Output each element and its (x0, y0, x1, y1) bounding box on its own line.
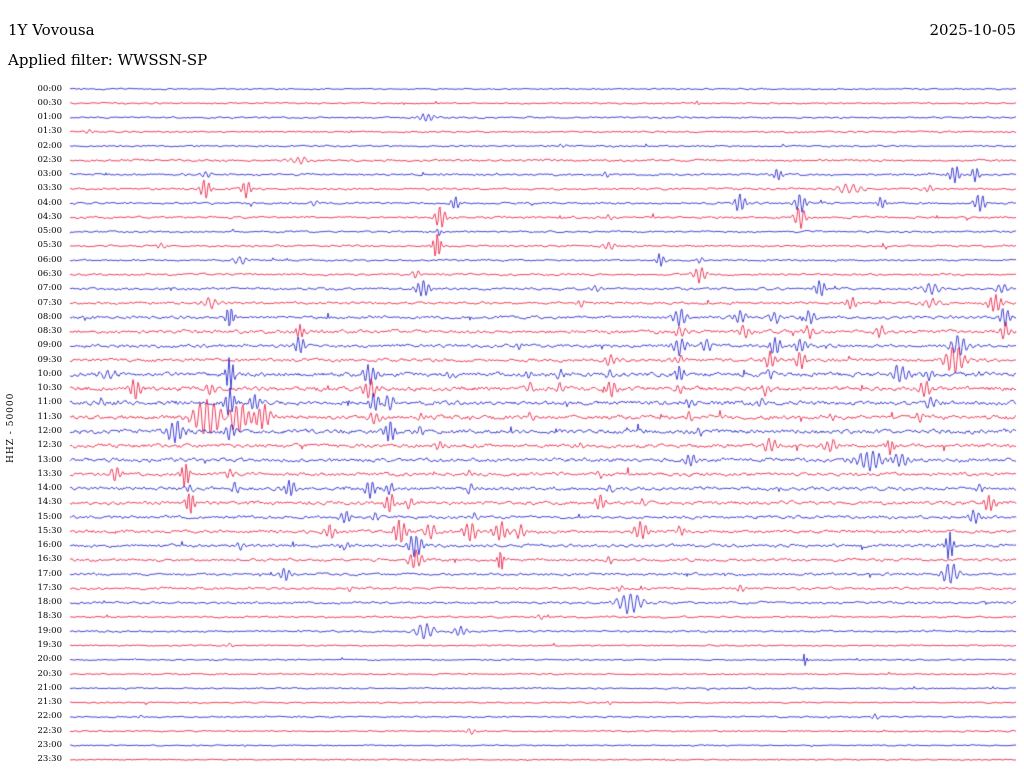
helicorder-canvas (0, 0, 1024, 780)
seismogram-page: 1Y Vovousa 2025-10-05 Applied filter: WW… (0, 0, 1024, 780)
